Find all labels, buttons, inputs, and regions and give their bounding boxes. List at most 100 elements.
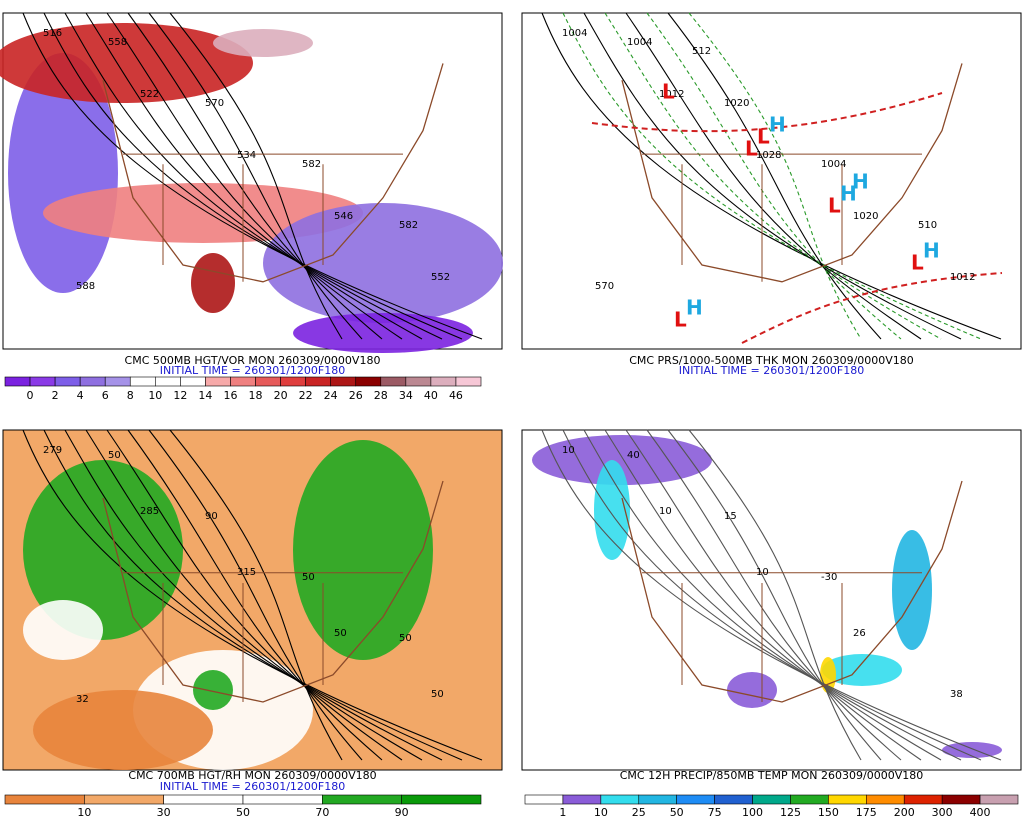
field-shading [293,313,473,353]
field-shading [532,435,712,485]
colorbar-swatch [979,794,1019,805]
colorbar-swatch [524,794,564,805]
colorbar-label: 90 [395,806,409,819]
colorbar-swatch [752,794,791,805]
colorbar-swatch [79,376,106,387]
colorbar-label: 200 [894,806,915,819]
contour-label: 1020 [724,98,749,109]
colorbar-label: 50 [236,806,250,819]
contour-label: 582 [302,159,321,170]
colorbar-label: 10 [594,806,608,819]
contour-label: 512 [692,46,711,57]
contour-line [688,429,862,761]
contour-line [688,12,862,340]
colorbar-label: 46 [449,389,463,402]
colorbar-label: 40 [424,389,438,402]
border [123,153,403,282]
map-panel: 516 522 534 546 552 558 570 582 582 588 [0,12,503,353]
field-shading [191,253,235,313]
contour-line [127,12,383,340]
map-panel: 279 285 315 50 50 50 90 50 50 32 [2,429,503,771]
contour-label: 546 [334,211,353,222]
colorbar-label: 8 [127,389,134,402]
contour-line [583,429,962,761]
contour-label: 32 [76,694,89,705]
colorbar-label: 0 [27,389,34,402]
caption: CMC 700MB HGT/RH MON 260309/0000V180 [128,769,376,782]
contour-line [541,12,1002,340]
coastline [102,480,444,703]
contour-line [625,429,922,761]
contour-line [646,12,902,340]
initial-time: INITIAL TIME = 260301/1200F180 [160,780,345,793]
contour-label: 50 [302,572,315,583]
contour-line [85,12,423,340]
colorbar-label: 175 [856,806,877,819]
contour-line [169,429,343,761]
initial-time: INITIAL TIME = 260301/1200F180 [679,364,864,377]
contour-line [646,429,902,761]
colorbar-swatch [941,794,981,805]
contour-label: 1012 [659,89,684,100]
colorbar-label: 20 [274,389,288,402]
contour-line [667,12,882,340]
contour-line [604,429,942,761]
colorbar-swatch [638,794,677,805]
colorbar-swatch [255,376,281,387]
colorbar-label: 6 [102,389,109,402]
contour-label: 552 [431,272,450,283]
contour-label: 38 [950,689,963,700]
colorbar-swatch [155,376,181,387]
contour-label: 40 [627,450,640,461]
contour-label: 570 [595,281,614,292]
pressure-center: L [674,308,687,332]
field-shading [43,183,363,243]
colorbar-label: 300 [932,806,953,819]
contour-label: 10 [659,506,672,517]
colorbar-swatch [163,794,244,805]
colorbar-label: 12 [173,389,187,402]
colorbar-swatch [562,794,602,805]
contour-line [562,429,982,761]
colorbar-label: 14 [198,389,212,402]
field-shading [892,530,932,650]
pressure-center: H [686,296,703,320]
colorbar-swatch [305,376,331,387]
contour-line [604,12,942,340]
contour-label: 315 [237,567,256,578]
pressure-center: L [828,194,841,218]
contour-line [562,12,982,340]
contour-label: 10 [756,567,769,578]
contour-line [106,429,403,761]
colorbar-swatch [430,376,457,387]
contour-label: 582 [399,220,418,231]
border [642,572,922,702]
colorbar-label: 1 [559,806,566,819]
colorbar-label: 25 [632,806,646,819]
field-shading [33,690,213,770]
colorbar-label: 50 [670,806,684,819]
colorbar-label: 150 [818,806,839,819]
contour-line [127,429,383,761]
colorbar-label: 34 [399,389,413,402]
contour-label: 1004 [821,159,846,170]
thickness-line [591,92,1003,344]
contour-label: 279 [43,445,62,456]
contour-line [43,429,463,761]
contour-label: -30 [821,572,837,583]
colorbar-swatch [242,794,323,805]
colorbar-label: 10 [148,389,162,402]
field-shading [727,672,777,708]
contour-line [583,12,962,340]
pressure-center: H [840,182,857,206]
colorbar-label: 26 [349,389,363,402]
border [642,153,922,282]
map-background [521,12,1022,350]
map-panel: 1004 1012 1028 1020 1012 1004 1020 1004 510 570 51… [521,12,1022,350]
contour-label: 522 [140,89,159,100]
colorbar-swatch [330,376,357,387]
coastline [621,63,963,283]
colorbar-label: 100 [742,806,763,819]
